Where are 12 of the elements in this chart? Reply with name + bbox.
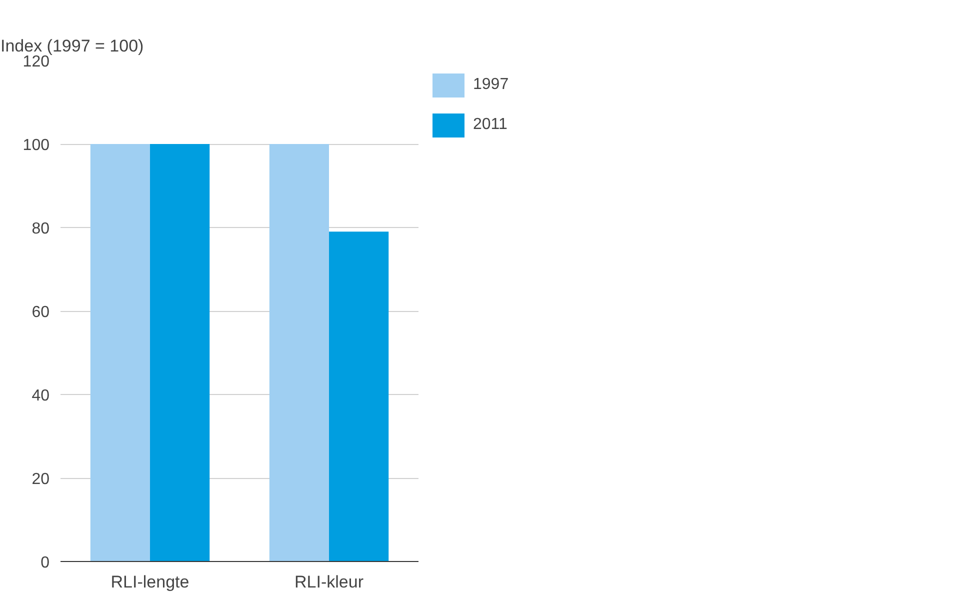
y-tick-label: 0 — [40, 554, 50, 572]
x-tick-label: RLI-kleur — [294, 572, 364, 592]
legend-label: 1997 — [473, 76, 509, 94]
y-tick-label: 60 — [32, 304, 50, 321]
y-tick-label: 80 — [32, 220, 50, 238]
legend-label: 2011 — [473, 116, 508, 134]
y-axis-title: Index (1997 = 100) — [0, 36, 144, 56]
x-tick-label: RLI-lengte — [110, 572, 190, 592]
y-tick-label: 120 — [22, 54, 50, 70]
y-tick-label: 100 — [22, 137, 50, 154]
y-tick-label: 20 — [32, 471, 50, 488]
y-tick-label: 40 — [32, 388, 50, 404]
